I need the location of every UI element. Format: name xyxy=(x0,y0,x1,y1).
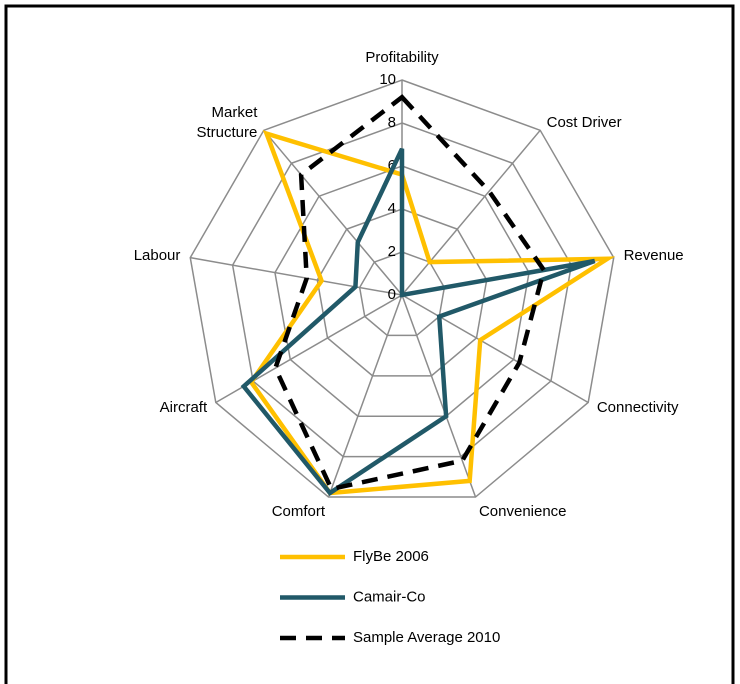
grid-ring xyxy=(189,79,615,498)
spoke xyxy=(327,294,403,498)
category-label: Market Structure xyxy=(196,103,258,141)
y-tick-label: 2 xyxy=(388,243,396,260)
y-tick-label: 4 xyxy=(388,200,396,217)
category-label: Connectivity xyxy=(596,398,679,416)
category-label: Cost Driver xyxy=(546,113,622,131)
spoke xyxy=(263,129,403,296)
spoke xyxy=(401,129,541,296)
series-line xyxy=(240,147,596,496)
series-line xyxy=(248,130,616,496)
y-tick-label: 10 xyxy=(379,71,396,88)
legend-label: Sample Average 2010 xyxy=(353,629,500,646)
category-label: Aircraft xyxy=(159,398,208,416)
spoke xyxy=(401,294,477,498)
category-label: Labour xyxy=(133,246,181,264)
grid-ring xyxy=(274,165,530,417)
category-label: Convenience xyxy=(478,503,567,521)
spoke xyxy=(401,294,589,404)
category-label: Profitability xyxy=(365,49,439,66)
y-tick-label: 0 xyxy=(388,286,396,303)
chart-border xyxy=(4,4,735,684)
series-line xyxy=(272,94,547,492)
y-tick-label: 8 xyxy=(388,114,396,131)
category-label: Revenue xyxy=(623,246,684,264)
grid-ring xyxy=(231,122,573,458)
legend-label: Camair-Co xyxy=(353,588,426,605)
grid-ring xyxy=(316,208,488,377)
grid-ring xyxy=(358,251,446,337)
legend-label: FlyBe 2006 xyxy=(353,548,429,565)
category-label: Comfort xyxy=(271,503,326,521)
spoke xyxy=(190,256,403,296)
